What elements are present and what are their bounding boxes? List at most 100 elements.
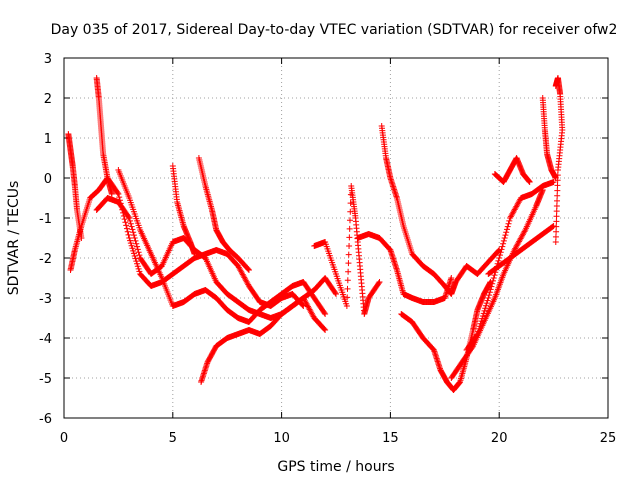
data-point — [480, 310, 487, 317]
x-tick-label: 20 — [491, 431, 508, 446]
y-axis-label: SDTVAR / TECUs — [6, 181, 22, 296]
data-point — [127, 237, 134, 244]
data-point — [553, 218, 560, 225]
data-point — [500, 237, 507, 244]
data-point — [343, 303, 350, 309]
y-tick-label: -4 — [39, 332, 52, 347]
data-point — [344, 294, 351, 301]
data-point — [553, 228, 560, 235]
data-point — [129, 245, 136, 252]
data-point — [116, 194, 123, 201]
y-tick-label: -3 — [39, 292, 52, 307]
data-point — [123, 225, 130, 232]
data-point — [132, 237, 139, 244]
data-point — [127, 217, 134, 224]
data-point — [553, 208, 560, 215]
x-tick-label: 25 — [600, 431, 617, 446]
data-point — [521, 228, 528, 235]
data-point — [526, 179, 533, 185]
data-point — [130, 247, 137, 254]
data-point — [130, 232, 137, 239]
data-point — [321, 326, 328, 333]
series-track-m — [448, 187, 546, 381]
data-point — [495, 257, 502, 264]
y-tick-label: -1 — [39, 212, 52, 227]
data-point — [487, 286, 494, 293]
data-point — [488, 283, 495, 290]
series-track-p — [491, 155, 533, 185]
series-track-f — [195, 155, 252, 273]
data-point — [127, 220, 134, 227]
series-track-h — [65, 131, 85, 241]
data-point — [133, 240, 140, 247]
data-point — [245, 266, 252, 273]
data-point — [130, 250, 137, 257]
data-point — [346, 243, 353, 249]
data-point — [134, 260, 141, 267]
data-point — [489, 277, 496, 284]
data-point — [554, 187, 561, 194]
data-point — [500, 240, 507, 247]
data-point — [128, 242, 135, 249]
data-point — [346, 217, 353, 224]
plot-frame — [63, 57, 609, 419]
x-tick-label: 10 — [273, 431, 290, 446]
chart-title: Day 035 of 2017, Sidereal Day-to-day VTE… — [51, 22, 618, 38]
data-point — [552, 239, 559, 245]
y-tick-label: 0 — [44, 172, 52, 187]
data-marks — [65, 75, 566, 393]
data-point — [375, 280, 382, 287]
data-point — [478, 318, 485, 325]
data-point — [491, 272, 498, 279]
series-track-e — [169, 163, 198, 257]
series-track-r — [552, 75, 566, 245]
data-point — [127, 240, 134, 247]
data-point — [477, 320, 484, 327]
data-point — [345, 251, 352, 258]
series-track-n — [463, 179, 557, 353]
data-point — [321, 309, 328, 316]
data-point — [245, 267, 252, 273]
data-point — [114, 189, 121, 196]
x-axis-label: GPS time / hours — [277, 459, 394, 475]
data-point — [346, 225, 353, 232]
y-tick-label: 1 — [44, 132, 52, 147]
data-point — [125, 213, 132, 220]
data-point — [344, 277, 351, 284]
data-point — [124, 228, 131, 235]
data-point — [496, 252, 503, 259]
data-point — [502, 232, 509, 239]
data-point — [78, 235, 85, 241]
x-tick-label: 0 — [60, 431, 68, 446]
y-tick-label: 2 — [44, 92, 52, 107]
data-point — [496, 255, 503, 261]
data-point — [115, 191, 122, 197]
data-point — [131, 253, 138, 259]
data-point — [128, 223, 135, 230]
data-point — [133, 258, 140, 265]
data-point — [490, 275, 497, 281]
data-point — [499, 243, 506, 250]
data-point — [130, 229, 137, 236]
data-point — [136, 268, 143, 275]
data-point — [504, 223, 511, 230]
data-point — [550, 179, 557, 185]
data-point — [479, 315, 486, 322]
data-point — [122, 219, 129, 226]
y-tick-label: 3 — [44, 52, 52, 67]
data-point — [506, 217, 513, 224]
data-point — [554, 197, 561, 204]
grid-lines — [64, 58, 608, 418]
series-track-k — [354, 231, 455, 305]
data-point — [503, 229, 510, 236]
data-point — [136, 252, 143, 259]
data-point — [347, 208, 354, 215]
data-point — [489, 280, 496, 287]
data-point — [125, 231, 132, 238]
tick-labels: 0 5 10 15 20 25 -6 -5 -4 -3 -2 -1 0 1 2 3 — [39, 52, 616, 446]
data-point — [300, 303, 307, 309]
data-point — [473, 332, 480, 339]
data-point — [554, 167, 561, 173]
y-tick-label: -2 — [39, 252, 52, 267]
data-point — [553, 203, 560, 209]
